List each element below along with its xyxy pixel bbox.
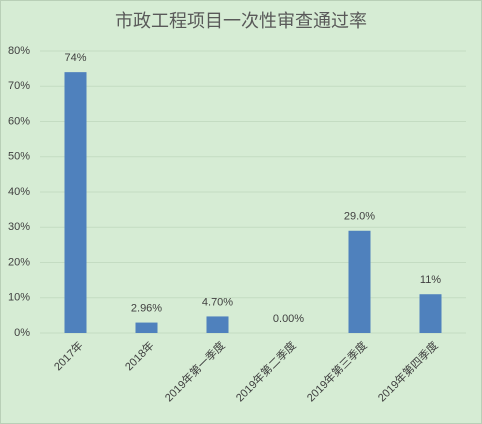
data-label: 4.70%: [202, 296, 233, 308]
y-tick-label: 20%: [8, 256, 30, 268]
y-tick-label: 30%: [8, 221, 30, 233]
bar: [135, 322, 158, 333]
y-tick-label: 60%: [8, 115, 30, 127]
bar: [419, 294, 442, 333]
bar: [206, 316, 229, 333]
chart-title: 市政工程项目一次性审查通过率: [115, 11, 367, 31]
y-tick-label: 10%: [8, 292, 30, 304]
y-tick-label: 0%: [14, 327, 30, 339]
y-tick-label: 80%: [8, 45, 30, 57]
data-label: 2.96%: [131, 302, 162, 314]
bar: [348, 230, 371, 333]
y-tick-label: 70%: [8, 80, 30, 92]
bar: [64, 72, 87, 334]
data-label: 11%: [420, 274, 441, 286]
data-label: 29.0%: [344, 211, 375, 223]
data-label: 0.00%: [273, 313, 304, 325]
data-label: 74%: [64, 52, 86, 64]
y-tick-label: 40%: [8, 186, 30, 198]
y-tick-label: 50%: [8, 151, 30, 163]
